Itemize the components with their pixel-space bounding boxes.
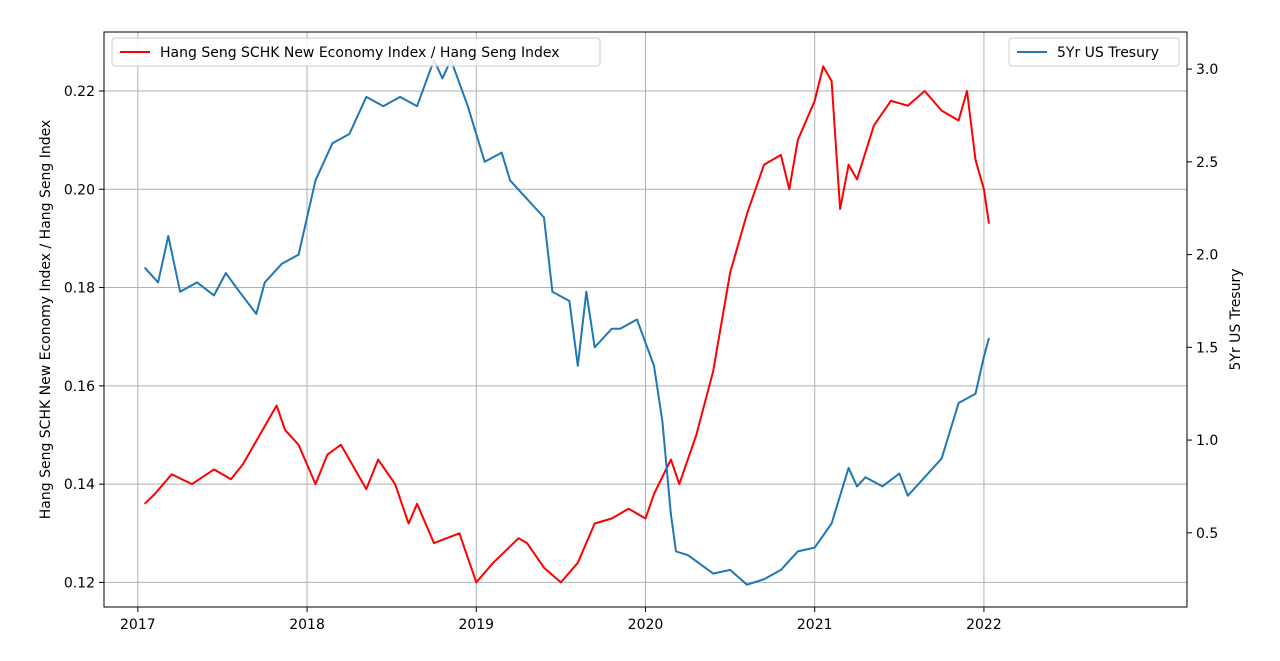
y-left-axis-label: Hang Seng SCHK New Economy Index / Hang … xyxy=(38,120,54,519)
x-tick-label: 2019 xyxy=(458,617,494,633)
y-right-tick-label: 2.0 xyxy=(1196,248,1218,264)
axis-ticks: 2017 2018 2019 2020 2021 2022 0.12 0.14 0.16 0.18… xyxy=(64,62,1218,633)
legend-left-box xyxy=(111,37,601,67)
y-right-tick-label: 2.5 xyxy=(1196,155,1218,171)
legend-left: Hang Seng SCHK New Economy Index / Hang … xyxy=(111,37,601,67)
y-right-tick-label: 3.0 xyxy=(1196,62,1218,78)
y-right-tick-label: 0.5 xyxy=(1196,526,1218,542)
ratio-series-line xyxy=(143,65,990,584)
y-right-tick-label: 1.5 xyxy=(1196,340,1218,356)
y-left-tick-label: 0.22 xyxy=(64,84,95,100)
legend-right-label: 5Yr US Tresury xyxy=(1057,45,1159,61)
y-left-tick-label: 0.18 xyxy=(64,281,95,297)
legend-right: 5Yr US Tresury xyxy=(1008,37,1180,67)
y-right-axis-label: 5Yr US Tresury xyxy=(1228,268,1244,370)
x-tick-label: 2020 xyxy=(628,617,664,633)
series-lines xyxy=(143,58,990,586)
y-left-tick-label: 0.12 xyxy=(64,575,95,591)
x-tick-label: 2021 xyxy=(797,617,833,633)
y-left-tick-label: 0.14 xyxy=(64,477,95,493)
grid-lines xyxy=(104,32,1187,607)
x-tick-label: 2022 xyxy=(966,617,1002,633)
y-right-tick-label: 1.0 xyxy=(1196,433,1218,449)
legend-left-label: Hang Seng SCHK New Economy Index / Hang … xyxy=(160,45,559,61)
y-left-tick-label: 0.16 xyxy=(64,379,95,395)
y-left-tick-label: 0.20 xyxy=(64,182,95,198)
legend-right-box xyxy=(1008,37,1180,67)
x-tick-label: 2018 xyxy=(289,617,325,633)
treasury-series-line xyxy=(143,58,990,586)
x-tick-label: 2017 xyxy=(120,617,156,633)
